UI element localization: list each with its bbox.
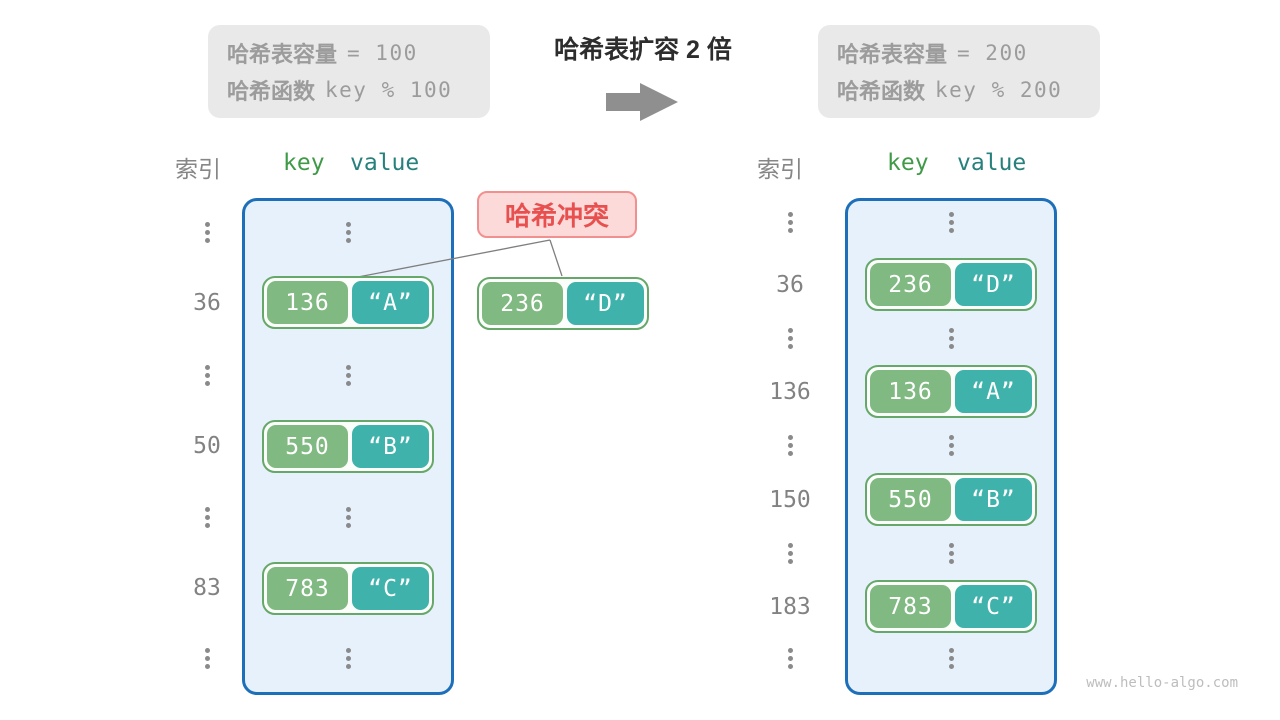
ellipsis-dots xyxy=(345,648,351,669)
kv-pair-236-d-colliding: 236 “D” xyxy=(477,277,649,330)
index-label: 36 xyxy=(776,272,804,298)
ellipsis-dots xyxy=(345,365,351,386)
hash-function-label: 哈希函数 xyxy=(837,79,926,104)
kv-pair-236-d: 236 “D” xyxy=(865,258,1037,311)
key-cell: 136 xyxy=(267,281,348,324)
value-cell: “D” xyxy=(567,282,644,325)
kv-pair-550-b: 550 “B” xyxy=(262,420,434,473)
kv-pair-136-a: 136 “A” xyxy=(262,276,434,329)
ellipsis-dots xyxy=(204,507,210,528)
value-header-before: value xyxy=(350,150,420,176)
ellipsis-dots xyxy=(948,212,954,233)
hash-function-line: 哈希函数 key % 200 xyxy=(837,74,1100,106)
ellipsis-dots xyxy=(345,507,351,528)
ellipsis-dots xyxy=(204,365,210,386)
capacity-box-after: 哈希表容量 = 200 哈希函数 key % 200 xyxy=(818,25,1100,118)
key-cell: 550 xyxy=(870,478,951,521)
capacity-value: = 100 xyxy=(347,41,418,65)
index-label: 183 xyxy=(769,594,811,620)
capacity-line: 哈希表容量 = 200 xyxy=(837,37,1100,69)
value-cell: “B” xyxy=(352,425,429,468)
ellipsis-dots xyxy=(948,648,954,669)
ellipsis-dots xyxy=(948,543,954,564)
watermark: www.hello-algo.com xyxy=(1086,675,1238,691)
value-header-after: value xyxy=(957,150,1027,176)
diagram-title: 哈希表扩容 2 倍 xyxy=(554,36,732,64)
index-header-after: 索引 xyxy=(757,156,803,182)
index-label: 36 xyxy=(193,290,221,316)
index-label: 50 xyxy=(193,433,221,459)
index-label: 150 xyxy=(769,487,811,513)
hash-function-value: key % 100 xyxy=(325,78,453,102)
ellipsis-dots xyxy=(787,543,793,564)
key-cell: 783 xyxy=(870,585,951,628)
ellipsis-dots xyxy=(787,212,793,233)
value-cell: “C” xyxy=(955,585,1032,628)
capacity-label: 哈希表容量 xyxy=(227,42,338,67)
kv-pair-783-c: 783 “C” xyxy=(865,580,1037,633)
capacity-box-before: 哈希表容量 = 100 哈希函数 key % 100 xyxy=(208,25,490,118)
index-label: 83 xyxy=(193,575,221,601)
key-header-after: key xyxy=(887,150,929,176)
ellipsis-dots xyxy=(204,222,210,243)
capacity-label: 哈希表容量 xyxy=(837,42,948,67)
hash-collision-label: 哈希冲突 xyxy=(477,191,637,238)
kv-pair-783-c: 783 “C” xyxy=(262,562,434,615)
ellipsis-dots xyxy=(948,328,954,349)
key-cell: 783 xyxy=(267,567,348,610)
value-cell: “C” xyxy=(352,567,429,610)
kv-pair-550-b: 550 “B” xyxy=(865,473,1037,526)
capacity-line: 哈希表容量 = 100 xyxy=(227,37,490,69)
expand-arrow-icon xyxy=(606,83,678,121)
value-cell: “D” xyxy=(955,263,1032,306)
capacity-value: = 200 xyxy=(957,41,1028,65)
value-cell: “A” xyxy=(955,370,1032,413)
value-cell: “B” xyxy=(955,478,1032,521)
hash-function-label: 哈希函数 xyxy=(227,79,316,104)
key-cell: 236 xyxy=(482,282,563,325)
ellipsis-dots xyxy=(948,435,954,456)
ellipsis-dots xyxy=(787,435,793,456)
key-cell: 236 xyxy=(870,263,951,306)
value-cell: “A” xyxy=(352,281,429,324)
ellipsis-dots xyxy=(787,648,793,669)
key-header-before: key xyxy=(283,150,325,176)
ellipsis-dots xyxy=(787,328,793,349)
index-header-before: 索引 xyxy=(175,156,221,182)
hash-function-line: 哈希函数 key % 100 xyxy=(227,74,490,106)
hash-function-value: key % 200 xyxy=(935,78,1063,102)
ellipsis-dots xyxy=(345,222,351,243)
key-cell: 550 xyxy=(267,425,348,468)
ellipsis-dots xyxy=(204,648,210,669)
key-cell: 136 xyxy=(870,370,951,413)
index-label: 136 xyxy=(769,379,811,405)
kv-pair-136-a: 136 “A” xyxy=(865,365,1037,418)
